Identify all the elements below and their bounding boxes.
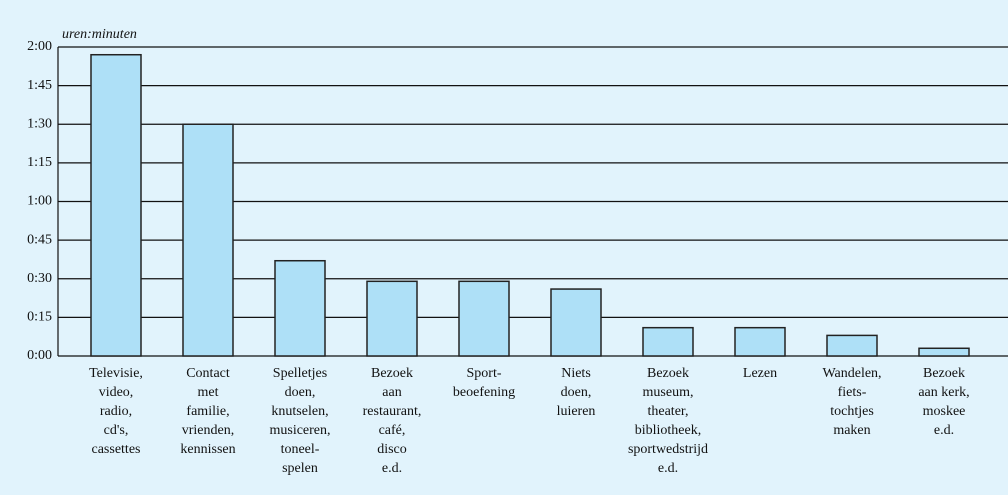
- x-tick-label: Televisie, video, radio, cd's, cassettes: [89, 366, 143, 457]
- y-axis-label: uren:minuten: [62, 27, 137, 42]
- x-tick-label: Bezoek aan restaurant, café, disco e.d.: [362, 366, 422, 476]
- bar: [550, 288, 602, 357]
- x-tick-label: Lezen: [742, 366, 778, 381]
- bar: [642, 326, 694, 357]
- bar: [90, 53, 142, 357]
- bar: [734, 326, 786, 357]
- x-tick-label: Spelletjes doen, knutselen, musiceren, t…: [269, 366, 331, 476]
- bar: [458, 280, 510, 357]
- y-tick-label: 2:00: [27, 39, 52, 54]
- y-tick-label: 0:30: [27, 271, 52, 286]
- y-tick-label: 1:30: [27, 116, 52, 131]
- y-tick-label: 1:00: [27, 194, 52, 209]
- bar: [182, 123, 234, 357]
- y-tick-label: 0:15: [27, 310, 52, 325]
- y-tick-label: 0:00: [27, 348, 52, 363]
- x-tick-label: Sport- beoefening: [452, 366, 516, 400]
- y-tick-label: 1:45: [27, 78, 52, 93]
- y-tick-label: 1:15: [27, 155, 52, 170]
- x-tick-label: Bezoek museum, theater, bibliotheek, spo…: [627, 366, 709, 476]
- x-tick-label: Bezoek aan kerk, moskee e.d.: [918, 366, 970, 438]
- y-tick-label: 0:45: [27, 232, 52, 247]
- x-tick-label: Contact met familie, vrienden, kennissen: [180, 366, 236, 457]
- bar: [826, 334, 878, 357]
- bar: [918, 347, 970, 357]
- x-tick-label: Niets doen, luieren: [556, 366, 596, 419]
- x-tick-label: Wandelen, fiets- tochtjes maken: [822, 366, 882, 438]
- bar: [366, 280, 418, 357]
- bar: [274, 259, 326, 357]
